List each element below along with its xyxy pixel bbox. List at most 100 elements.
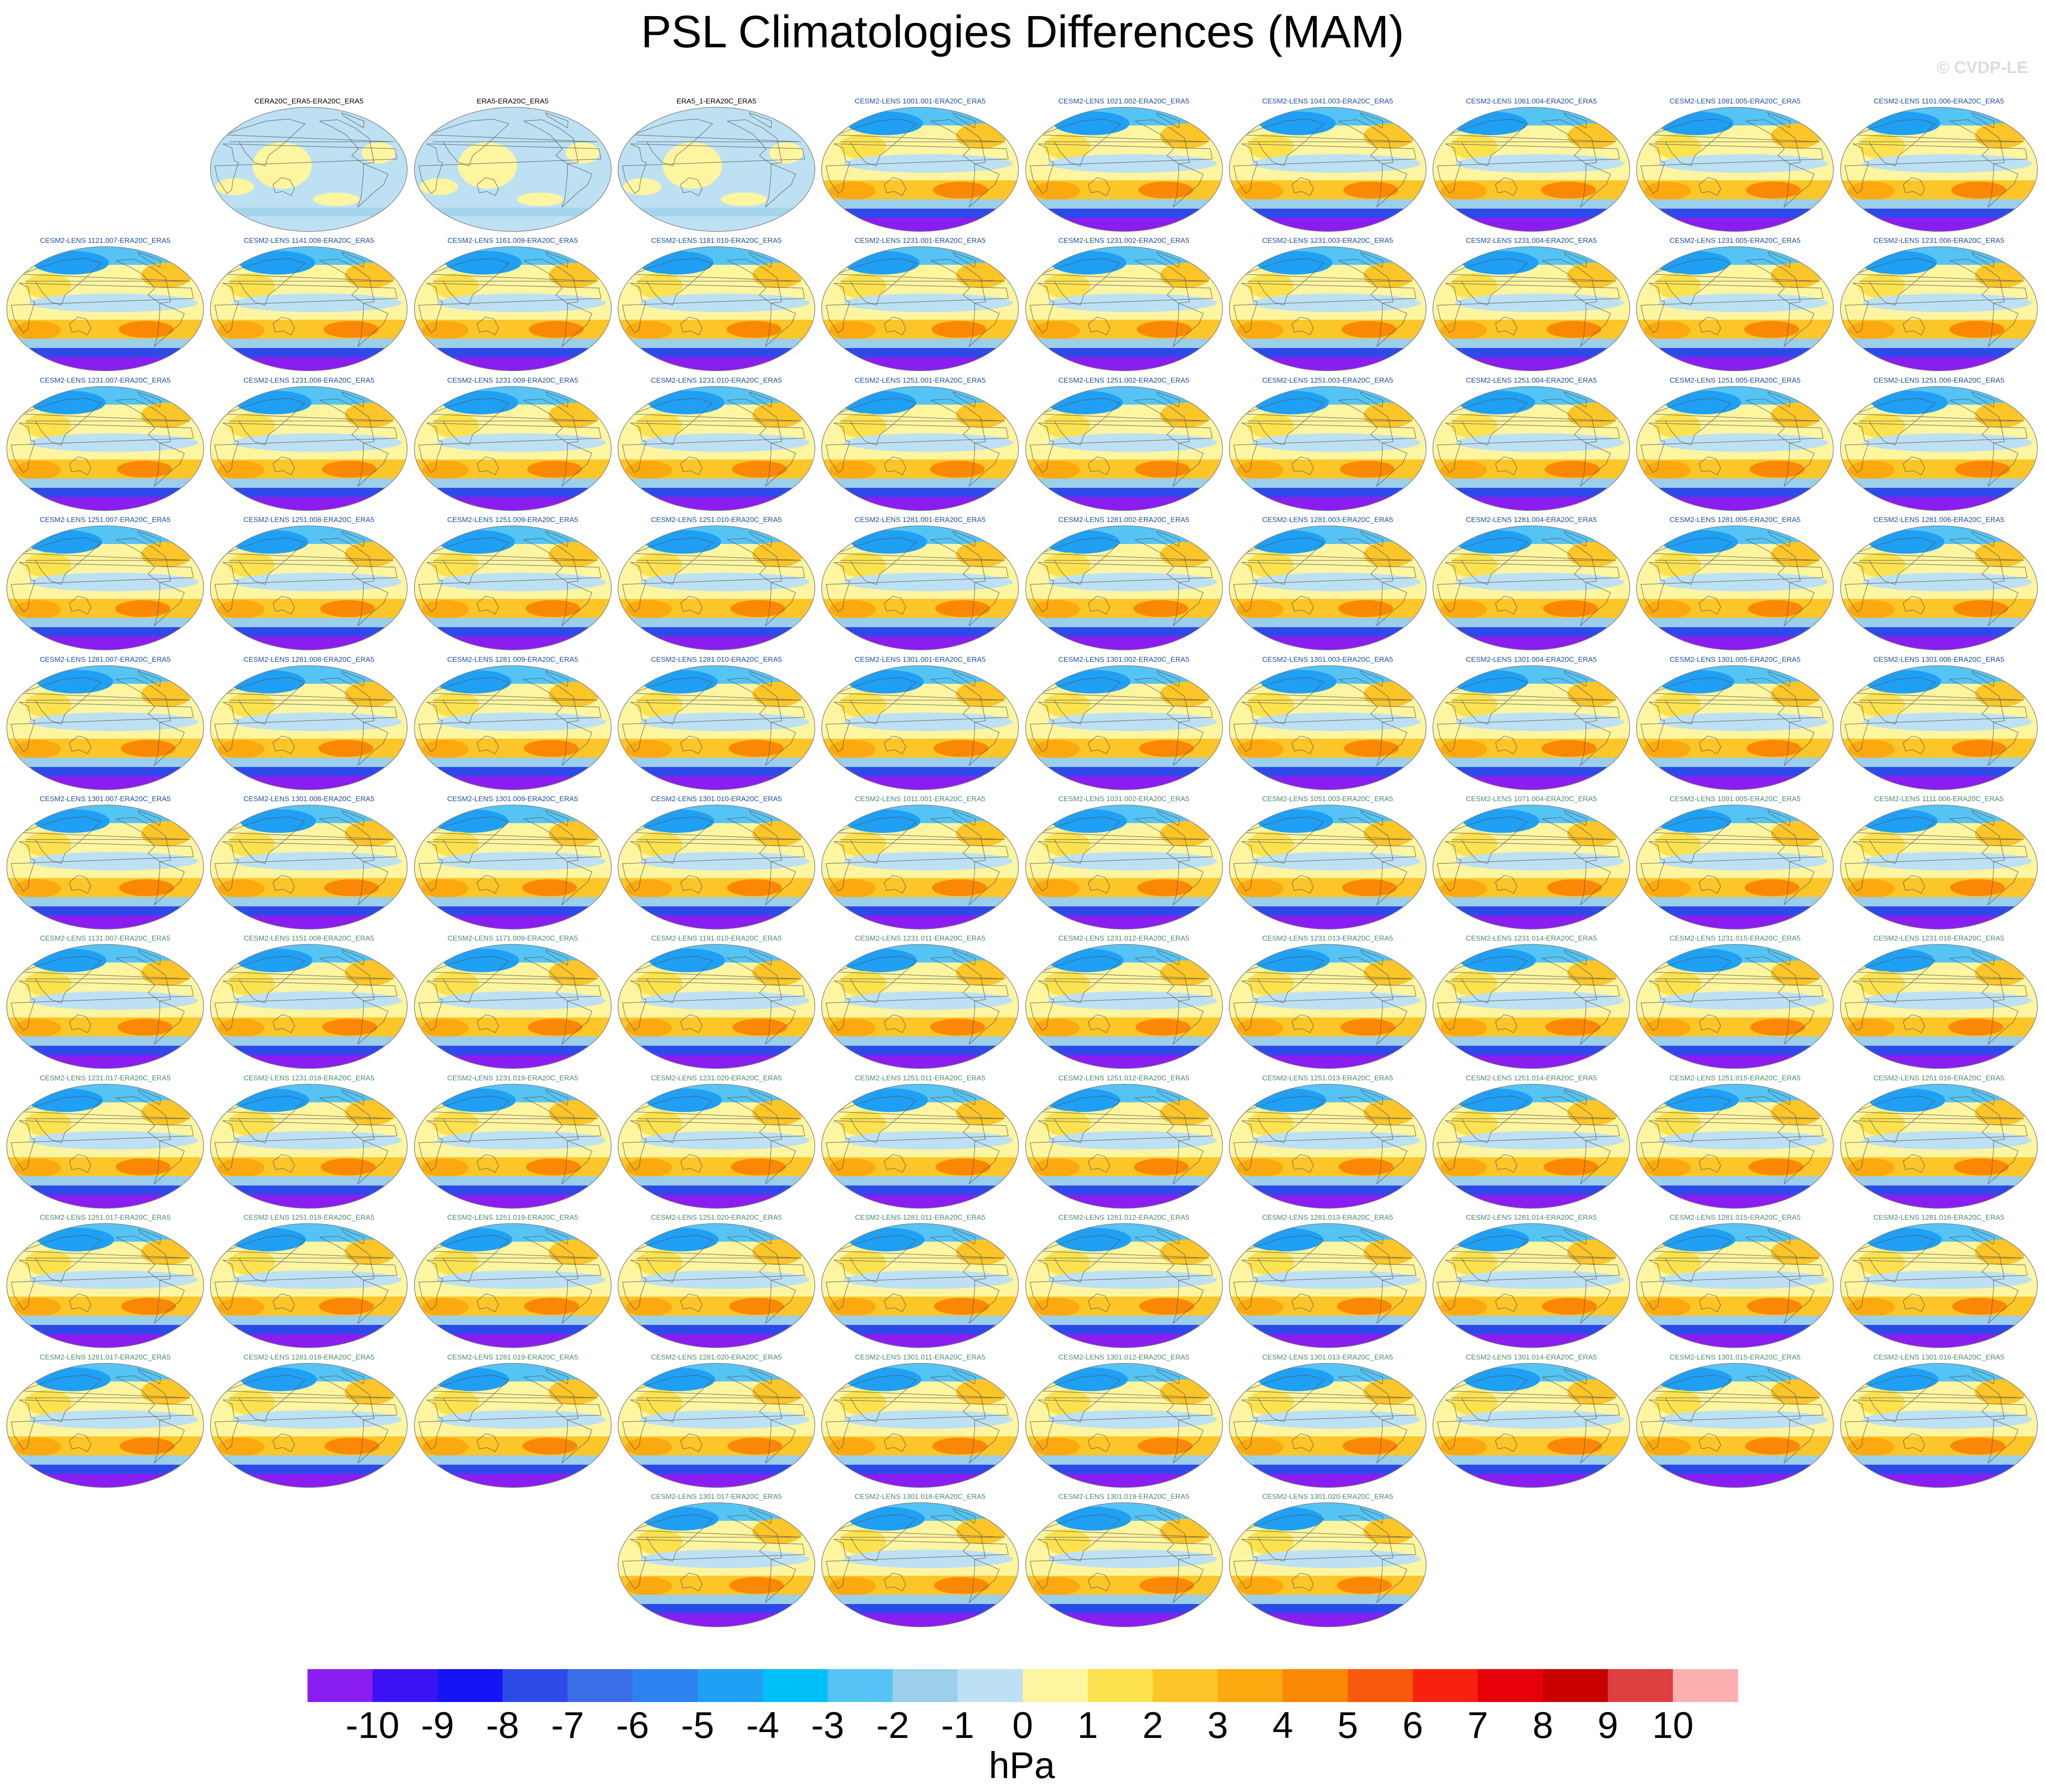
anomaly-positive-south-atlantic: [319, 1298, 374, 1315]
coastline-5: [545, 252, 569, 268]
anomaly-negative-north-pacific: [1055, 1228, 1131, 1252]
anomaly-negative-north-pacific: [433, 1367, 509, 1391]
coastline-5: [1767, 112, 1791, 128]
anomaly-positive-south-atlantic: [1952, 1298, 2007, 1315]
coastline-2: [1029, 562, 1213, 613]
coastline-3: [1854, 397, 2024, 446]
anomaly-positive-north-atlantic: [548, 1240, 599, 1265]
coastline-4: [272, 1154, 295, 1173]
coastline-2: [1844, 143, 2028, 194]
panel-title: CESM2-LENS 1231.006-ERA20C_ERA5: [1873, 237, 2004, 245]
anomaly-negative-antarctic: [822, 1334, 1019, 1348]
anomaly-negative-north-pacific: [432, 809, 508, 833]
coastline-0: [523, 957, 579, 1002]
coastline-3: [836, 677, 1005, 725]
anomaly-transition-band: [414, 1176, 611, 1186]
anomaly-positive-indian-ocean: [1440, 879, 1487, 898]
anomaly-negative-tropics: [1251, 1131, 1421, 1150]
coastline-0: [727, 957, 782, 1002]
coastline-1: [1580, 582, 1611, 626]
coastline-2: [1844, 1399, 2028, 1450]
anomaly-transition-band: [618, 339, 815, 348]
anomaly-negative-southern-ring: [1637, 348, 1834, 358]
anomaly-negative-antarctic: [1433, 1334, 1630, 1348]
anomaly-positive-asia: [229, 1250, 275, 1276]
anomaly-negative-antarctic: [1229, 916, 1426, 929]
anomaly-positive-north-atlantic: [1771, 263, 1822, 288]
panel-title: CESM2-LENS 1251.011-ERA20C_ERA5: [855, 1074, 986, 1082]
anomaly-negative-tropics: [1863, 852, 2032, 870]
anomaly-positive-asia: [1247, 832, 1294, 857]
anomaly-negative-tropics: [1048, 573, 1217, 592]
coastline-3: [225, 1235, 394, 1283]
coastline-2: [622, 841, 805, 892]
anomaly-positive-south-atlantic: [117, 1019, 172, 1036]
coastline-2: [418, 702, 602, 752]
panel-title: CESM2-LENS 1301.004-ERA20C_ERA5: [1466, 655, 1597, 664]
coastline-3: [21, 1095, 190, 1143]
anomaly-negative-tropics: [640, 852, 809, 870]
anomaly-positive-asia: [840, 413, 887, 438]
coastline-4: [272, 317, 295, 336]
anomaly-positive-indian-ocean: [422, 879, 468, 898]
panel-map: [6, 1223, 204, 1348]
anomaly-positive-indian-ocean: [14, 740, 61, 759]
anomaly-positive-north-atlantic: [345, 821, 396, 846]
coastline-3: [428, 677, 598, 725]
coastline-5: [341, 1368, 365, 1384]
coastline-5: [749, 670, 772, 687]
anomaly-negative-southern-ring: [822, 487, 1019, 497]
map-panel: CESM2-LENS 1231.003-ERA20C_ERA5: [1226, 236, 1430, 372]
map-panel: CESM2-LENS 1281.018-ERA20C_ERA5: [207, 1352, 411, 1488]
coastline-1: [561, 1001, 592, 1045]
coastline-3: [836, 397, 1005, 446]
coastline-1: [765, 303, 796, 347]
anomaly-positive-asia: [636, 273, 683, 299]
coastline-2: [1844, 562, 2028, 613]
anomaly-transition-band: [1229, 1036, 1426, 1046]
anomaly-transition-band: [210, 618, 408, 628]
coastline-4: [1088, 1433, 1110, 1452]
map-border: [1636, 805, 1834, 930]
coastline-2: [1233, 1260, 1416, 1311]
anomaly-positive-north-atlantic: [548, 821, 599, 846]
panel-title: CESM2-LENS 1281.019-ERA20C_ERA5: [447, 1353, 578, 1361]
anomaly-negative-north-pacific: [439, 1088, 516, 1112]
coastline-1: [1580, 1280, 1611, 1324]
anomaly-positive-north-atlantic: [345, 681, 396, 707]
anomaly-positive-south-atlantic: [1750, 460, 1805, 478]
coastline-4: [1088, 1572, 1110, 1592]
map-border: [1840, 107, 2038, 232]
anomaly-positive-north-atlantic: [345, 1379, 396, 1405]
panel-map: [1636, 246, 1834, 372]
map-border: [618, 944, 815, 1069]
panel-map: [618, 107, 815, 232]
anomaly-positive-south-atlantic: [728, 740, 784, 757]
map-panel: CESM2-LENS 1231.011-ERA20C_ERA5: [818, 933, 1022, 1069]
anomaly-negative-arctic: [1229, 1084, 1426, 1102]
anomaly-transition-band: [7, 1316, 204, 1325]
anomaly-negative-arctic: [414, 805, 611, 823]
coastline-4: [477, 1433, 499, 1452]
coastline-3: [21, 816, 190, 864]
anomaly-negative-tropics: [1863, 712, 2032, 731]
coastline-5: [1971, 531, 1995, 547]
anomaly-negative-antarctic: [1025, 497, 1223, 511]
panel-map: [618, 246, 815, 372]
coastline-5: [545, 112, 569, 128]
coastline-5: [1360, 1368, 1383, 1384]
anomaly-positive-indian-ocean: [218, 1158, 265, 1177]
anomaly-negative-southern-ring: [7, 1325, 204, 1335]
map-panel: CESM2-LENS 1061.004-ERA20C_ERA5: [1430, 96, 1633, 232]
anomaly-negative-north-pacific: [1051, 1367, 1128, 1391]
anomaly-negative-tropics: [1863, 573, 2032, 592]
map-panel: CESM2-LENS 1281.007-ERA20C_ERA5: [3, 655, 207, 791]
map-panel: CESM2-LENS 1231.017-ERA20C_ERA5: [3, 1073, 207, 1209]
map-border: [1025, 944, 1223, 1069]
anomaly-positive-south-atlantic: [1139, 1577, 1194, 1594]
colorbar-tick-label: -1: [941, 1704, 974, 1746]
anomaly-negative-southern-ring: [1637, 906, 1834, 916]
coastline-3: [1447, 119, 1616, 166]
anomaly-transition-band: [414, 618, 611, 628]
anomaly-positive-north-atlantic: [1160, 123, 1211, 149]
